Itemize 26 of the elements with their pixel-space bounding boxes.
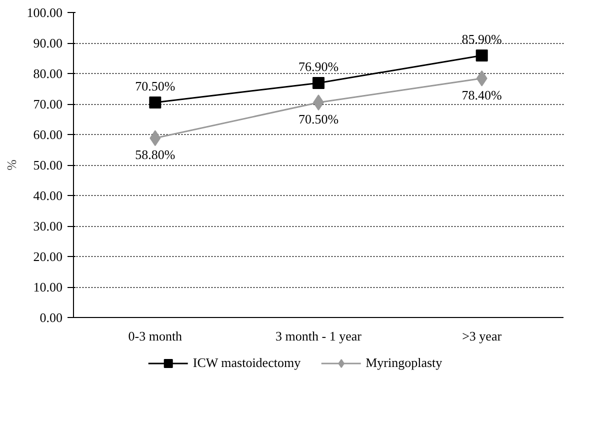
data-label: 70.50%	[135, 78, 176, 94]
x-tick-label: >3 year	[462, 328, 502, 344]
y-tick-label: 70.00	[33, 96, 62, 112]
x-tick-label: 0-3 month	[128, 328, 183, 344]
y-tick-label: 60.00	[33, 127, 62, 142]
point	[476, 50, 488, 62]
legend-label: Myringoplasty	[366, 355, 442, 371]
y-tick-label: 20.00	[33, 249, 62, 264]
y-axis-title: %	[4, 159, 19, 170]
y-tick-label: 30.00	[33, 218, 62, 234]
data-label: 58.80%	[135, 147, 176, 162]
y-tick-label: 80.00	[33, 66, 62, 81]
data-label: 76.90%	[298, 58, 339, 74]
data-label: 78.40%	[462, 87, 502, 102]
y-tick-label: 40.00	[33, 188, 62, 203]
x-tick-label: 3 month - 1 year	[276, 328, 362, 344]
y-tick-label: 0.00	[40, 310, 62, 325]
data-label: 85.90%	[462, 32, 502, 47]
data-label: 70.50%	[298, 111, 339, 126]
y-tick-label: 10.00	[33, 280, 62, 294]
legend-label: ICW mastoidectomy	[192, 355, 301, 371]
point	[312, 76, 324, 89]
point	[149, 96, 162, 108]
y-tick-label: 90.00	[33, 36, 62, 50]
y-tick-label: 50.00	[33, 158, 62, 172]
y-tick-label: 100.00	[26, 5, 62, 20]
